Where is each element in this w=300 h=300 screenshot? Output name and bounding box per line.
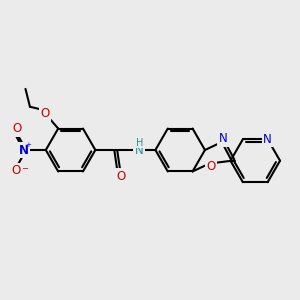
Text: N: N bbox=[263, 133, 272, 146]
Text: O: O bbox=[116, 170, 126, 183]
Text: H: H bbox=[136, 138, 143, 148]
Text: N: N bbox=[135, 143, 143, 157]
Text: +: + bbox=[25, 142, 31, 148]
Text: O: O bbox=[12, 122, 22, 135]
Text: N: N bbox=[19, 143, 29, 157]
Text: O: O bbox=[12, 164, 21, 177]
Text: N: N bbox=[219, 132, 227, 146]
Text: O: O bbox=[206, 160, 216, 173]
Text: −: − bbox=[21, 164, 28, 173]
Text: O: O bbox=[41, 107, 50, 120]
